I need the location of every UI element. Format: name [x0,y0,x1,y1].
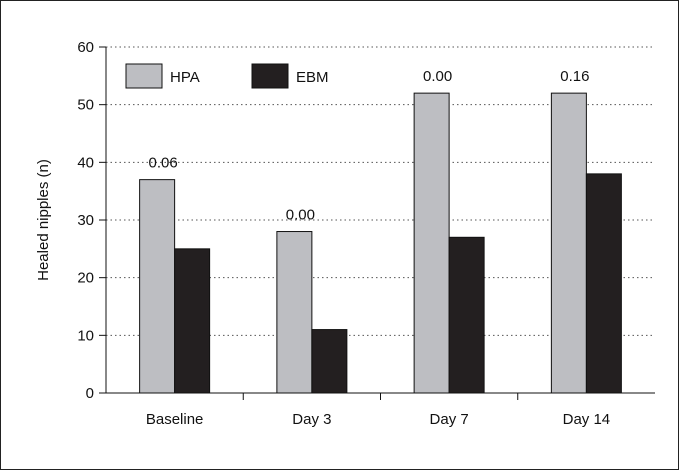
bar-ebm-3 [585,173,622,394]
annotations: 0.06 0.00 0.00 0.16 [149,68,590,223]
x-tick-label-1: Day 3 [292,411,331,428]
legend-label-hpa: HPA [170,69,200,86]
legend: HPA EBM [125,63,329,89]
axes [99,46,655,400]
annotation-0: 0.06 [149,155,178,172]
bar-ebm-1 [311,329,348,394]
legend-swatch-ebm [251,63,289,89]
y-axis-label: Healed nipples (n) [35,159,52,281]
bar-ebm-2 [448,236,485,394]
x-tick-labels: Baseline Day 3 Day 7 Day 14 [146,411,610,428]
y-tick-label-10: 10 [77,327,94,344]
bar-hpa-2 [413,92,450,394]
x-tick-label-0: Baseline [146,411,204,428]
y-tick-label-20: 20 [77,270,94,287]
y-tick-label-30: 30 [77,212,94,229]
bars [139,92,622,394]
annotation-3: 0.16 [560,68,589,85]
x-tick-label-3: Day 14 [563,411,611,428]
bar-ebm-0 [174,248,211,394]
bar-hpa-3 [550,92,587,394]
y-tick-labels: 0 10 20 30 40 50 60 [77,39,94,402]
bar-hpa-0 [139,179,176,394]
legend-swatch-hpa [125,63,163,89]
legend-label-ebm: EBM [296,69,329,86]
y-tick-label-40: 40 [77,154,94,171]
bar-hpa-1 [276,231,313,394]
annotation-1: 0.00 [286,207,315,224]
y-tick-label-60: 60 [77,39,94,56]
annotation-2: 0.00 [423,68,452,85]
y-tick-label-50: 50 [77,97,94,114]
x-tick-label-2: Day 7 [430,411,469,428]
y-tick-label-0: 0 [86,385,94,402]
